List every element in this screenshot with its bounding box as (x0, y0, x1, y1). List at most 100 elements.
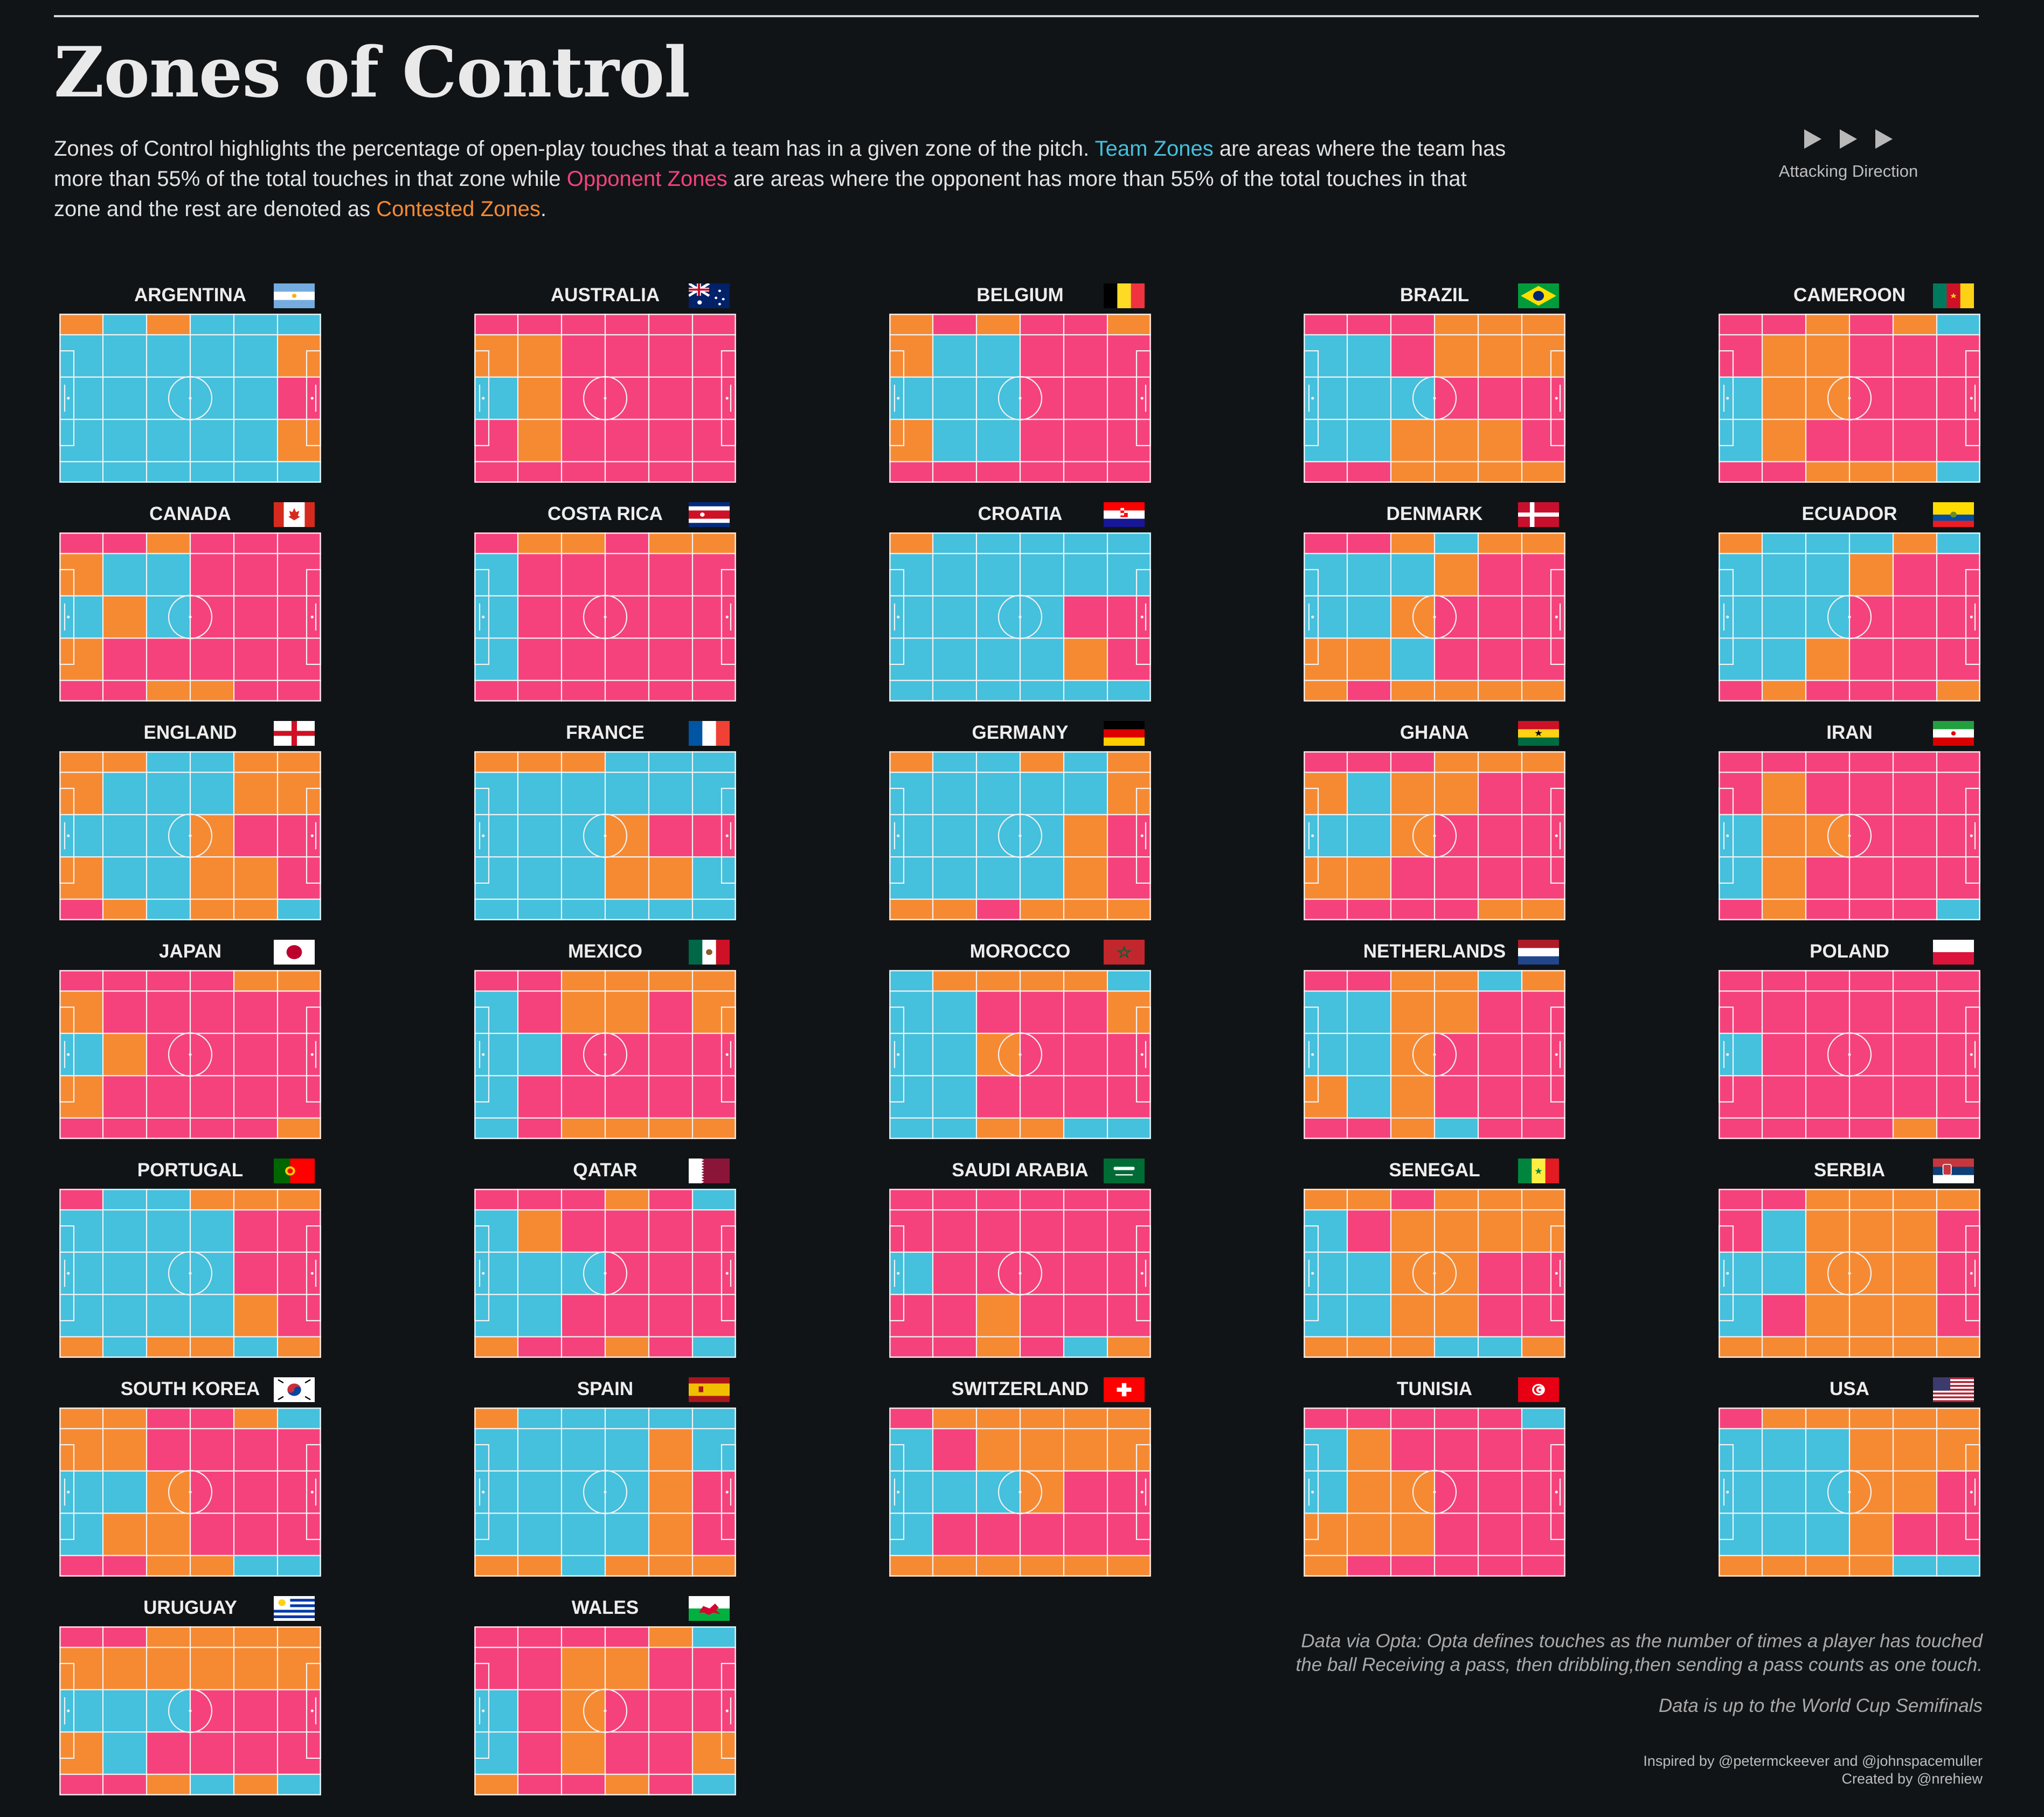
intro-text-3: are areas where the opponent has more th… (54, 167, 1467, 221)
flag-icon (1933, 502, 1974, 527)
pitch-spot (1140, 397, 1144, 400)
team-header: FRANCE (474, 717, 736, 751)
zone-cell (1478, 899, 1522, 920)
zone-cell (1347, 595, 1391, 639)
zone-cell (278, 1033, 321, 1076)
zone-cell (190, 1513, 234, 1556)
zone-cell (1937, 1428, 1980, 1471)
zone-cell (190, 1647, 234, 1690)
zone-cell (1435, 899, 1478, 920)
zone-cell (933, 1189, 976, 1210)
zone-cell (1806, 1294, 1849, 1337)
flag-icon (1518, 502, 1559, 527)
zone-cell (474, 1076, 518, 1118)
zone-cell (1347, 1471, 1391, 1514)
zone-cell (933, 419, 976, 462)
zone-cell (1806, 1210, 1849, 1252)
zone-cell (59, 991, 103, 1034)
zone-cell (1849, 1428, 1893, 1471)
team-panel: ECUADOR (1719, 498, 1980, 702)
pitch-spot (1848, 615, 1851, 619)
zone-cell (278, 1407, 321, 1429)
zone-cell (1435, 1513, 1478, 1556)
zone-cell (1478, 814, 1522, 857)
zone-cell (1020, 532, 1064, 554)
zone-cell (1304, 553, 1347, 596)
team-header: TUNISIA (1304, 1373, 1565, 1407)
pitch-heatmap (59, 970, 321, 1139)
zone-cell (1762, 1033, 1806, 1076)
team-zones-label: Team Zones (1094, 137, 1214, 161)
pitch-spot (1848, 1490, 1851, 1494)
zone-cell (103, 335, 147, 377)
team-name: ECUADOR (1802, 503, 1897, 524)
zone-cell (59, 1513, 103, 1556)
pitch-markings (889, 970, 1151, 1139)
zone-cell (1522, 1118, 1565, 1139)
zone-cell (649, 553, 692, 596)
zone-cell (474, 1626, 518, 1648)
zone-cell (1937, 595, 1980, 639)
zone-cell (1107, 595, 1151, 639)
zone-cell (147, 1118, 190, 1139)
zone-cell (1020, 314, 1064, 335)
zone-cell (605, 1210, 649, 1252)
zone-cell (103, 1774, 147, 1795)
pitch-markings (1719, 1189, 1980, 1358)
pitch-heatmap (474, 1626, 736, 1795)
zone-cell (1347, 1189, 1391, 1210)
zone-cell (190, 1294, 234, 1337)
zone-cell (474, 419, 518, 462)
zone-cell (278, 638, 321, 681)
zone-cell (562, 680, 605, 702)
zone-cell (1347, 419, 1391, 462)
zone-cell (605, 1774, 649, 1795)
zone-cell (976, 1118, 1020, 1139)
zone-cell (692, 1210, 736, 1252)
zone-cell (1435, 772, 1478, 815)
zone-cell (649, 970, 692, 991)
pitch-heatmap (1304, 1189, 1565, 1358)
zone-cell (1893, 991, 1937, 1034)
zone-cell (474, 461, 518, 483)
zone-cell (278, 1471, 321, 1514)
zone-cell (1347, 751, 1391, 773)
pitch-spot (1555, 397, 1558, 400)
zone-cell (103, 1118, 147, 1139)
zone-cell (234, 772, 278, 815)
zone-cell (1435, 680, 1478, 702)
zone-cell (474, 1732, 518, 1774)
zone-cell (649, 1336, 692, 1358)
zone-cell (103, 377, 147, 420)
zone-cell (649, 1076, 692, 1118)
zone-cell (1478, 1513, 1522, 1556)
zone-cell (1064, 751, 1107, 773)
zone-cell (1304, 991, 1347, 1034)
zone-cell (474, 1252, 518, 1295)
team-header: SENEGAL (1304, 1154, 1565, 1189)
zone-cell (1391, 553, 1435, 596)
team-header: DENMARK (1304, 498, 1565, 532)
team-name: SENEGAL (1389, 1160, 1480, 1181)
zone-cell (147, 680, 190, 702)
team-header: QATAR (474, 1154, 736, 1189)
zone-cell (933, 1252, 976, 1295)
zone-cell (234, 751, 278, 773)
zone-cell (1893, 970, 1937, 991)
zone-cell (518, 680, 562, 702)
zone-cell (1478, 377, 1522, 420)
zone-cell (474, 595, 518, 639)
team-name: SOUTH KOREA (120, 1378, 260, 1399)
zone-cell (562, 1626, 605, 1648)
play-arrow-icon (1804, 129, 1821, 149)
zone-cell (889, 461, 933, 483)
pitch-spot (67, 834, 70, 837)
team-panel: NETHERLANDS (1304, 935, 1565, 1139)
zone-cell (518, 314, 562, 335)
zone-cell (605, 772, 649, 815)
pitch-spot (604, 1490, 607, 1494)
zone-cell (889, 377, 933, 420)
pitch-spot (1018, 397, 1022, 400)
zone-cell (1762, 638, 1806, 681)
zone-cell (1849, 1513, 1893, 1556)
